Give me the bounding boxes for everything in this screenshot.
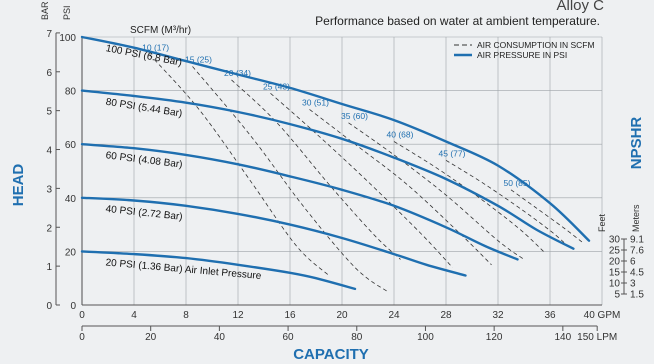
npshr-feet-label: 30 [609,235,621,246]
pressure-curve [80,196,467,277]
x-axis-title: CAPACITY [293,346,369,363]
x-tick-gpm: 20 [336,310,348,321]
bar-unit-label: BAR [40,1,50,20]
npshr-feet-label: 25 [609,246,621,257]
x-tick-gpm: 0 [79,310,85,321]
y-tick-psi: 0 [70,301,76,312]
y-tick-bar: 1 [46,262,52,273]
npshr-meters-label: 1.5 [630,290,644,301]
air-consumption-line [270,92,453,268]
air-consumption-line [445,159,572,249]
air-consumption-label: 15 (25) [185,54,212,64]
air-consumption-line [192,66,388,292]
x-tick-gpm: 32 [492,310,504,321]
x-tick-gpm: 4 [131,310,137,321]
air-consumption-lines: 10 (17) 15 (25) 20 (34) 25 (43) 30 (51) 35 (6… [142,42,585,292]
y-tick-psi: 20 [65,247,77,258]
air-consumption-line [510,189,585,244]
x-tick-gpm: 28 [440,310,452,321]
scfm-header: SCFM (M³/hr) [130,25,191,36]
npshr-meters-label: 9.1 [630,235,644,246]
header-fragment: Alloy C [556,0,604,14]
npshr-meters-label: 6 [630,257,636,268]
air-consumption-line [149,54,330,276]
y-tick-bar: 7 [46,29,52,40]
x-tick-lpm: 80 [351,332,363,343]
y-tick-bar: 4 [46,146,52,157]
legend-air-label: AIR CONSUMPTION IN SCFM [477,40,595,50]
x-tick-lpm: 60 [283,332,295,343]
npshr-feet-label: 10 [609,279,621,290]
air-consumption-label: 25 (43) [263,81,290,91]
npshr-meters-label: 7.6 [630,246,644,257]
npshr-feet-label: 5 [614,290,620,301]
y-tick-bar: 0 [46,301,52,312]
x-tick-lpm: 0 [79,332,85,343]
grid [55,32,603,327]
air-consumption-line [231,79,401,260]
x-tick-gpm: 40 GPM [584,310,621,321]
x-tick-gpm: 8 [183,310,189,321]
air-consumption-line [348,122,525,260]
x-tick-lpm: 120 [486,332,503,343]
npshr-meters-label: 3 [630,279,636,290]
x-tick-gpm: 24 [388,310,400,321]
x-tick-lpm: 100 [417,332,434,343]
air-consumption-label: 35 (60) [341,111,368,121]
x-tick-lpm: 150 LPM [577,332,617,343]
x-tick-gpm: 36 [544,310,556,321]
air-consumption-label: 20 (34) [224,68,251,78]
x-tick-lpm: 40 [214,332,226,343]
pressure-curve [80,143,519,261]
npshr-meters-label: 4.5 [630,268,644,279]
y-tick-psi: 80 [65,87,77,98]
air-consumption-label: 10 (17) [142,42,169,52]
pressure-curve [80,35,591,242]
npshr-title: NPSHR [628,117,645,170]
y-tick-bar: 6 [46,68,52,79]
psi-unit-label: PSI [62,5,72,20]
y-axis-title: HEAD [10,164,27,207]
y-tick-psi: 60 [65,140,77,151]
y-tick-bar: 2 [46,223,52,234]
air-consumption-label: 30 (51) [302,97,329,107]
pressure-curve [80,250,357,291]
npshr-feet-unit: Feet [597,213,607,232]
npshr-feet-label: 15 [609,268,621,279]
performance-note: Performance based on water at ambient te… [315,14,600,28]
y-tick-psi: 40 [65,194,77,205]
npshr-feet-label: 20 [609,257,621,268]
air-consumption-label: 40 (68) [387,130,414,140]
pressure-curve [80,89,575,250]
y-tick-bar: 5 [46,107,52,118]
x-tick-lpm: 140 [555,332,572,343]
npshr-meters-unit: Meters [631,204,641,232]
legend: AIR CONSUMPTION IN SCFM AIR PRESSURE IN … [454,40,595,60]
y-tick-psi: 100 [59,33,76,44]
y-tick-bar: 3 [46,184,52,195]
air-consumption-label: 50 (85) [504,178,531,188]
legend-pressure-label: AIR PRESSURE IN PSI [477,50,567,60]
x-tick-gpm: 12 [232,310,244,321]
x-tick-gpm: 16 [284,310,296,321]
x-tick-lpm: 20 [145,332,157,343]
air-consumption-label: 45 (77) [439,148,466,158]
